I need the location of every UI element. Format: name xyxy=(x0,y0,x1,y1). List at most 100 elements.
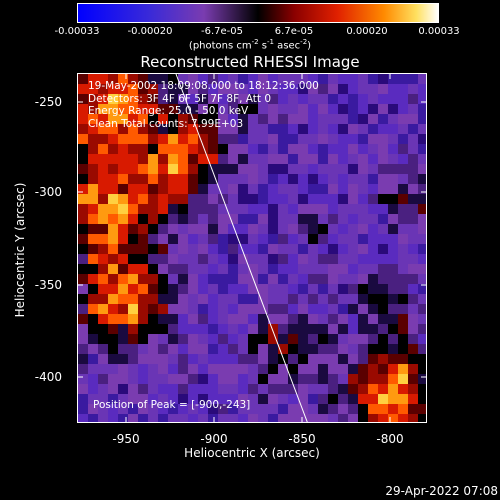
map-pixel xyxy=(318,334,328,344)
map-pixel xyxy=(258,104,268,114)
map-pixel xyxy=(288,154,298,164)
map-pixel xyxy=(208,104,218,114)
map-pixel xyxy=(108,364,118,374)
map-pixel xyxy=(358,364,368,374)
map-pixel xyxy=(98,114,108,124)
map-pixel xyxy=(278,294,288,304)
map-pixel xyxy=(368,344,378,354)
map-pixel xyxy=(318,234,328,244)
map-pixel xyxy=(168,74,178,84)
map-pixel xyxy=(358,184,368,194)
map-pixel xyxy=(228,134,238,144)
map-pixel xyxy=(148,314,158,324)
map-pixel xyxy=(368,414,378,422)
map-pixel xyxy=(398,104,408,114)
map-pixel xyxy=(328,294,338,304)
map-pixel xyxy=(168,224,178,234)
map-pixel xyxy=(158,74,168,84)
map-pixel xyxy=(238,324,248,334)
map-pixel xyxy=(108,294,118,304)
map-pixel xyxy=(228,334,238,344)
map-pixel xyxy=(158,404,168,414)
map-pixel xyxy=(208,364,218,374)
map-pixel xyxy=(148,144,158,154)
map-pixel xyxy=(158,164,168,174)
map-pixel xyxy=(368,384,378,394)
map-pixel xyxy=(248,74,258,84)
map-pixel xyxy=(328,74,338,84)
map-pixel xyxy=(208,264,218,274)
map-pixel xyxy=(178,104,188,114)
map-pixel xyxy=(328,414,338,422)
map-pixel xyxy=(218,234,228,244)
map-pixel xyxy=(198,144,208,154)
map-pixel xyxy=(238,384,248,394)
map-pixel xyxy=(238,404,248,414)
map-pixel xyxy=(228,264,238,274)
map-pixel xyxy=(138,184,148,194)
map-pixel xyxy=(398,84,408,94)
map-pixel xyxy=(118,234,128,244)
map-pixel xyxy=(208,74,218,84)
map-pixel xyxy=(388,304,398,314)
map-pixel xyxy=(258,354,268,364)
map-pixel xyxy=(388,94,398,104)
map-pixel xyxy=(98,384,108,394)
map-pixel xyxy=(128,74,138,84)
map-pixel xyxy=(258,74,268,84)
map-pixel xyxy=(268,404,278,414)
map-pixel xyxy=(198,264,208,274)
map-pixel xyxy=(258,284,268,294)
map-pixel xyxy=(228,294,238,304)
map-pixel xyxy=(168,204,178,214)
map-pixel xyxy=(258,234,268,244)
map-pixel xyxy=(238,194,248,204)
map-pixel xyxy=(88,164,98,174)
map-pixel xyxy=(318,324,328,334)
limb-line xyxy=(175,74,308,422)
map-pixel xyxy=(178,344,188,354)
map-pixel xyxy=(218,374,228,384)
map-pixel xyxy=(258,264,268,274)
map-pixel xyxy=(308,344,318,354)
map-pixel xyxy=(298,254,308,264)
map-pixel xyxy=(408,74,418,84)
map-pixel xyxy=(308,174,318,184)
map-pixel xyxy=(98,294,108,304)
map-pixel xyxy=(78,204,88,214)
map-pixel xyxy=(88,294,98,304)
map-pixel xyxy=(398,124,408,134)
map-pixel xyxy=(318,344,328,354)
map-pixel xyxy=(108,274,118,284)
map-pixel xyxy=(278,344,288,354)
map-pixel xyxy=(348,304,358,314)
map-pixel xyxy=(328,224,338,234)
map-pixel xyxy=(178,144,188,154)
map-pixel xyxy=(108,394,118,404)
map-pixel xyxy=(368,74,378,84)
map-pixel xyxy=(298,244,308,254)
map-pixel xyxy=(258,374,268,384)
map-pixel xyxy=(328,394,338,404)
map-pixel xyxy=(128,124,138,134)
map-pixel xyxy=(168,324,178,334)
map-pixel xyxy=(248,304,258,314)
map-pixel xyxy=(78,144,88,154)
map-pixel xyxy=(78,164,88,174)
map-pixel xyxy=(178,304,188,314)
map-pixel xyxy=(118,414,128,422)
map-pixel xyxy=(138,104,148,114)
map-pixel xyxy=(208,94,218,104)
map-pixel xyxy=(118,94,128,104)
map-pixel xyxy=(418,324,426,334)
map-pixel xyxy=(178,174,188,184)
map-pixel xyxy=(88,234,98,244)
map-pixel xyxy=(298,414,308,422)
map-pixel xyxy=(338,234,348,244)
map-pixel xyxy=(268,354,278,364)
map-pixel xyxy=(118,164,128,174)
map-pixel xyxy=(258,304,268,314)
map-pixel xyxy=(418,224,426,234)
map-pixel xyxy=(338,314,348,324)
map-pixel xyxy=(208,194,218,204)
